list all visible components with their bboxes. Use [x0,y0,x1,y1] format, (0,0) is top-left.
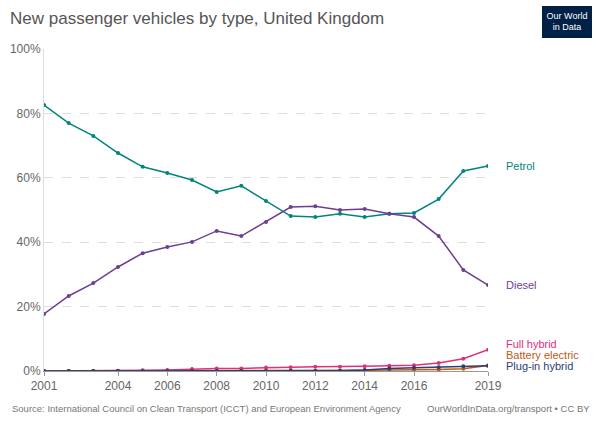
svg-text:Petrol: Petrol [506,160,535,172]
svg-text:Full hybrid: Full hybrid [506,338,557,350]
svg-text:20%: 20% [17,300,41,314]
svg-text:100%: 100% [10,42,41,56]
svg-text:2001: 2001 [31,379,58,393]
html-text:in Data: in Data [552,22,582,32]
svg-text:OurWorldInData.org/transport •: OurWorldInData.org/transport • CC BY [427,403,590,414]
svg-text:2014: 2014 [351,379,378,393]
svg-text:Battery electric: Battery electric [506,349,579,361]
svg-text:New passenger vehicles by type: New passenger vehicles by type, United K… [10,9,384,28]
svg-text:Plug-in hybrid: Plug-in hybrid [506,360,573,372]
svg-text:40%: 40% [17,235,41,249]
svg-text:2010: 2010 [253,379,280,393]
svg-text:2006: 2006 [154,379,181,393]
svg-text:2012: 2012 [302,379,329,393]
svg-text:2019: 2019 [475,379,502,393]
html-text:Our World: Our World [546,11,588,21]
svg-text:2008: 2008 [203,379,230,393]
svg-text:0%: 0% [23,364,41,378]
svg-text:Diesel: Diesel [506,279,537,291]
svg-text:80%: 80% [17,107,41,121]
svg-text:60%: 60% [17,171,41,185]
svg-text:Source: International Council: Source: International Council on Clean T… [12,403,401,414]
svg-text:2016: 2016 [401,379,428,393]
svg-text:2004: 2004 [105,379,132,393]
